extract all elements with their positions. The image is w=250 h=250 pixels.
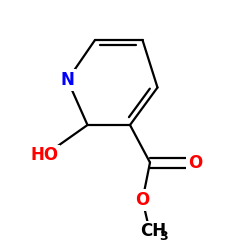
- Text: O: O: [188, 154, 202, 172]
- Text: HO: HO: [31, 146, 59, 164]
- Text: 3: 3: [160, 230, 168, 243]
- Text: O: O: [136, 191, 149, 209]
- Text: CH: CH: [140, 222, 166, 240]
- Text: N: N: [60, 71, 74, 89]
